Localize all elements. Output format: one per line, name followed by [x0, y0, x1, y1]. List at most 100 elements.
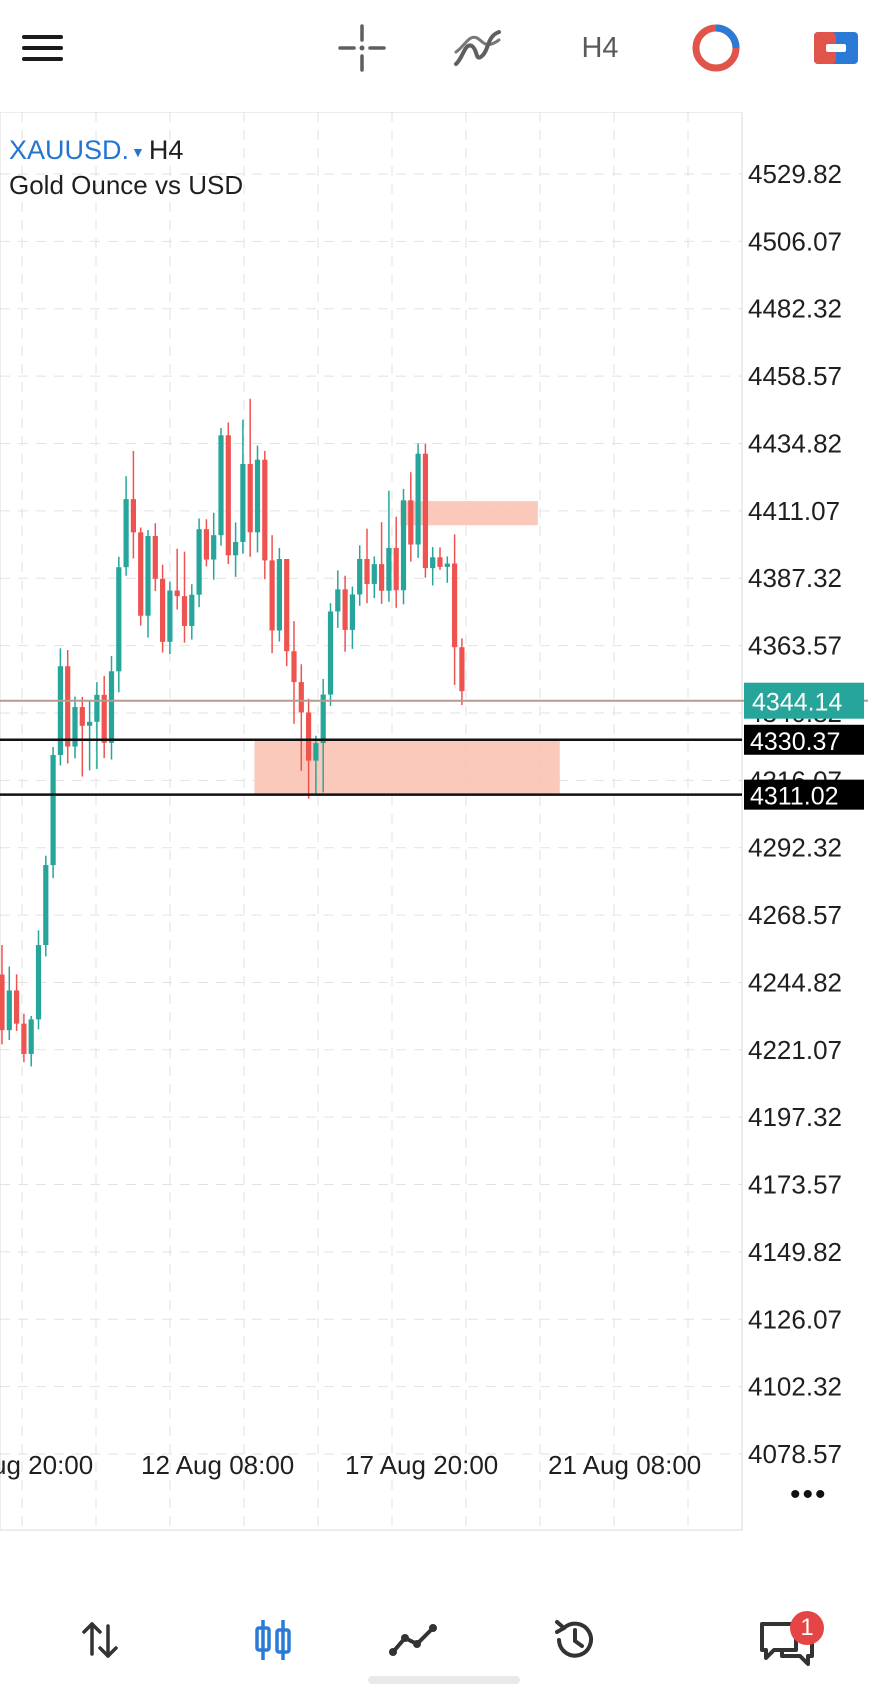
candle-body [408, 500, 414, 545]
candle-body [101, 694, 107, 743]
indicators-button[interactable] [448, 18, 508, 78]
candle-body [276, 558, 282, 631]
y-axis-tick-label: 4529.82 [748, 159, 842, 189]
candle-body [364, 558, 370, 584]
nav-history[interactable] [535, 1600, 615, 1680]
nav-chart[interactable] [233, 1600, 313, 1680]
nav-quotes[interactable] [60, 1600, 140, 1680]
candle-body [87, 721, 93, 726]
symbol-timeframe: H4 [148, 135, 184, 165]
candle-body [116, 567, 122, 672]
chart-candles-icon [255, 1620, 291, 1660]
candle-body [72, 707, 78, 747]
candle-body [108, 671, 115, 743]
candle-body [357, 558, 363, 595]
candle-body [43, 865, 49, 946]
candle-body [452, 563, 458, 648]
candle-body [181, 596, 188, 626]
candle-body [371, 564, 377, 584]
candle-body [0, 974, 5, 1031]
level-price-label: 4330.37 [750, 728, 840, 756]
candle-body [327, 611, 334, 695]
one-click-trading-button[interactable] [686, 18, 746, 78]
x-axis-tick-label: 17 Aug 20:00 [345, 1450, 498, 1480]
y-axis-tick-label: 4434.82 [748, 428, 842, 458]
candle-body [335, 589, 341, 612]
y-axis-tick-label: 4268.57 [748, 900, 842, 930]
trade-button[interactable] [806, 18, 866, 78]
x-axis-tick-label: ug 20:00 [0, 1450, 93, 1480]
y-axis-tick-label: 4126.07 [748, 1304, 842, 1334]
candle-body [160, 578, 166, 642]
nav-trade[interactable] [374, 1600, 454, 1680]
price-chart[interactable]: 4529.82 4506.07 4482.32 4458.57 4434.82 4411.… [0, 112, 888, 1552]
candle-body [57, 666, 63, 755]
candle-body [233, 541, 239, 556]
candle-body [422, 453, 428, 569]
y-axis-tick-label: 4221.07 [748, 1035, 842, 1065]
candle-body [349, 594, 355, 630]
candle-body [430, 557, 436, 569]
candle-body [174, 590, 180, 597]
level-price-label-bg [744, 724, 864, 755]
candle-body [284, 558, 290, 652]
candle-body [14, 990, 20, 1024]
candle-body [94, 694, 100, 722]
y-axis-tick-label: 4149.82 [748, 1237, 842, 1267]
x-axis-tick-label: 21 Aug 08:00 [548, 1450, 701, 1480]
candle-body [400, 500, 407, 591]
candle-body [240, 463, 246, 542]
candle-body [262, 459, 268, 561]
candle-body [211, 535, 217, 560]
y-axis-tick-label: 4506.07 [748, 226, 842, 256]
y-axis-tick-label: 4197.32 [748, 1102, 842, 1132]
candle-body [218, 435, 224, 536]
candle-body [437, 557, 443, 567]
level-price-label-bg [744, 779, 864, 810]
candle-body [21, 1023, 27, 1054]
level-price-label: 4311.02 [750, 783, 839, 811]
top-toolbar: H4 [0, 0, 888, 110]
trade-line-icon [389, 1624, 437, 1656]
candle-body [138, 532, 144, 616]
candle-body [393, 547, 399, 591]
y-axis-tick-label: 4078.57 [748, 1439, 842, 1469]
symbol-header[interactable]: XAUUSD. ▼ H4 [9, 134, 183, 168]
more-options-button[interactable]: ••• [790, 1478, 828, 1511]
candle-body [254, 459, 261, 533]
bottom-navigation [0, 1600, 888, 1684]
bid-price-label-bg [744, 682, 864, 719]
candle-body [269, 560, 275, 631]
candle-body [320, 694, 326, 744]
candle-body [65, 666, 71, 747]
candle-body [444, 563, 450, 567]
candle-body [28, 1019, 34, 1054]
candle-body [189, 594, 195, 626]
candle-body [203, 529, 209, 560]
trade-icon [814, 32, 858, 64]
candle-body [379, 564, 385, 591]
y-axis-tick-label: 4102.32 [748, 1372, 842, 1402]
timeframe-button[interactable]: H4 [570, 18, 630, 78]
supply-demand-zone [400, 501, 538, 526]
chart-area[interactable]: 4529.82 4506.07 4482.32 4458.57 4434.82 4411.… [0, 112, 888, 1552]
candle-body [123, 499, 129, 568]
hamburger-menu-icon [22, 35, 63, 61]
candle-body [196, 529, 202, 595]
candle-body [313, 743, 319, 761]
supply-demand-zone [254, 739, 560, 795]
candle-body [130, 499, 136, 533]
menu-button[interactable] [14, 18, 74, 78]
plot-frame [0, 112, 743, 1531]
history-clock-icon [555, 1620, 593, 1658]
candle-body [298, 682, 304, 713]
y-axis-tick-label: 4387.32 [748, 563, 842, 593]
quotes-arrows-icon [82, 1622, 118, 1658]
x-axis-tick-label: 12 Aug 08:00 [141, 1450, 294, 1480]
candle-body [79, 707, 85, 726]
y-axis-tick-label: 4292.32 [748, 833, 842, 863]
crosshair-button[interactable] [332, 18, 392, 78]
candle-body [386, 547, 392, 591]
y-axis-tick-label: 4363.57 [748, 631, 842, 661]
candle-body [415, 453, 421, 545]
